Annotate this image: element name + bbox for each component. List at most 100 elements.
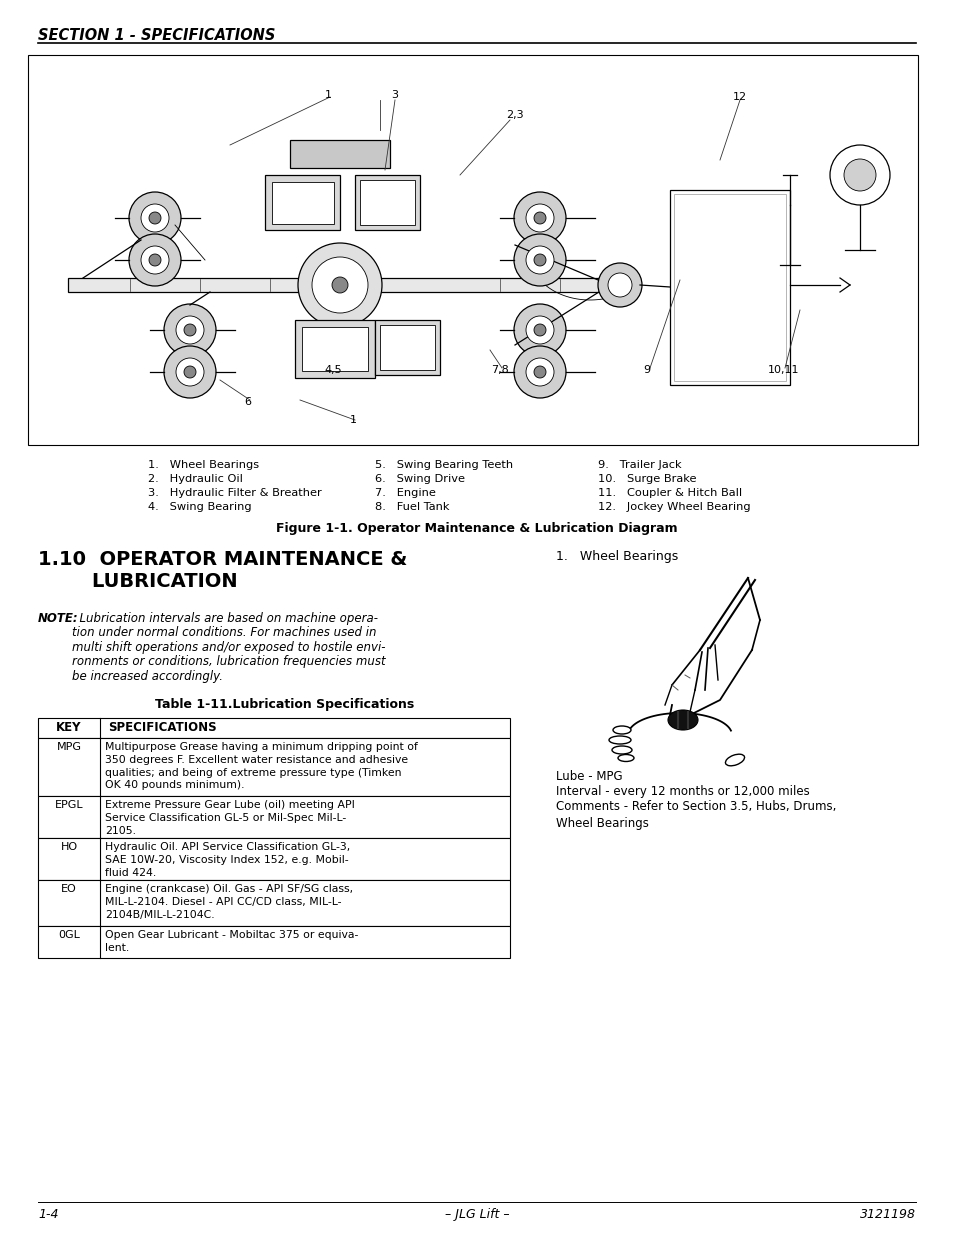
Text: MPG: MPG xyxy=(56,742,81,752)
Text: 12.   Jockey Wheel Bearing: 12. Jockey Wheel Bearing xyxy=(598,501,750,513)
Circle shape xyxy=(525,316,554,345)
Bar xyxy=(375,320,439,375)
Text: EPGL: EPGL xyxy=(54,800,83,810)
Text: Comments - Refer to Section 3.5, Hubs, Drums,
Wheel Bearings: Comments - Refer to Section 3.5, Hubs, D… xyxy=(556,800,836,830)
Text: 2,3: 2,3 xyxy=(506,110,523,120)
Text: 3121198: 3121198 xyxy=(859,1208,915,1221)
Bar xyxy=(379,325,435,370)
Text: be increased accordingly.: be increased accordingly. xyxy=(71,671,223,683)
Text: 1.   Wheel Bearings: 1. Wheel Bearings xyxy=(556,550,678,563)
Circle shape xyxy=(525,204,554,232)
Text: Hydraulic Oil. API Service Classification GL-3,
SAE 10W-20, Viscosity Index 152,: Hydraulic Oil. API Service Classificatio… xyxy=(105,842,350,878)
Bar xyxy=(290,140,390,168)
Text: 7.   Engine: 7. Engine xyxy=(375,488,436,498)
Circle shape xyxy=(525,246,554,274)
Circle shape xyxy=(843,159,875,191)
Text: 1-4: 1-4 xyxy=(38,1208,58,1221)
Circle shape xyxy=(598,263,641,308)
Text: Extreme Pressure Gear Lube (oil) meeting API
Service Classification GL-5 or Mil-: Extreme Pressure Gear Lube (oil) meeting… xyxy=(105,800,355,836)
Text: 3: 3 xyxy=(391,90,398,100)
Text: EO: EO xyxy=(61,884,77,894)
Bar xyxy=(68,278,619,291)
Circle shape xyxy=(525,358,554,387)
Text: NOTE:: NOTE: xyxy=(38,613,78,625)
Text: 8.   Fuel Tank: 8. Fuel Tank xyxy=(375,501,449,513)
Circle shape xyxy=(534,254,545,266)
Text: 10.   Surge Brake: 10. Surge Brake xyxy=(598,474,696,484)
Circle shape xyxy=(297,243,381,327)
Bar xyxy=(302,327,368,370)
Bar xyxy=(38,881,510,926)
Circle shape xyxy=(175,358,204,387)
Text: 5.   Swing Bearing Teeth: 5. Swing Bearing Teeth xyxy=(375,459,513,471)
Circle shape xyxy=(141,246,169,274)
Bar xyxy=(38,739,510,797)
Circle shape xyxy=(184,324,195,336)
Text: 1: 1 xyxy=(349,415,356,425)
Circle shape xyxy=(534,366,545,378)
Text: KEY: KEY xyxy=(56,721,82,734)
Text: SPECIFICATIONS: SPECIFICATIONS xyxy=(108,721,216,734)
Text: 11.   Coupler & Hitch Ball: 11. Coupler & Hitch Ball xyxy=(598,488,741,498)
Bar xyxy=(265,175,339,230)
Bar xyxy=(38,797,510,839)
Circle shape xyxy=(514,191,565,245)
Circle shape xyxy=(141,204,169,232)
Text: Figure 1-1. Operator Maintenance & Lubrication Diagram: Figure 1-1. Operator Maintenance & Lubri… xyxy=(276,522,677,535)
Bar xyxy=(38,718,510,739)
Text: 9.   Trailer Jack: 9. Trailer Jack xyxy=(598,459,680,471)
Circle shape xyxy=(514,304,565,356)
Ellipse shape xyxy=(612,746,631,755)
Circle shape xyxy=(129,191,181,245)
Text: ronments or conditions, lubrication frequencies must: ronments or conditions, lubrication freq… xyxy=(71,656,385,668)
Text: – JLG Lift –: – JLG Lift – xyxy=(444,1208,509,1221)
Text: Lubrication intervals are based on machine opera-: Lubrication intervals are based on machi… xyxy=(71,613,377,625)
Text: Open Gear Lubricant - Mobiltac 375 or equiva-
lent.: Open Gear Lubricant - Mobiltac 375 or eq… xyxy=(105,930,358,952)
Circle shape xyxy=(164,304,215,356)
Text: Table 1-11.Lubrication Specifications: Table 1-11.Lubrication Specifications xyxy=(154,698,414,711)
Circle shape xyxy=(332,277,348,293)
Circle shape xyxy=(829,144,889,205)
Bar xyxy=(359,180,415,225)
Bar xyxy=(669,190,789,385)
Circle shape xyxy=(149,254,161,266)
Circle shape xyxy=(514,346,565,398)
Ellipse shape xyxy=(613,726,630,734)
Circle shape xyxy=(534,324,545,336)
Text: LUBRICATION: LUBRICATION xyxy=(38,572,237,592)
Bar xyxy=(272,182,334,224)
Circle shape xyxy=(175,316,204,345)
Circle shape xyxy=(164,346,215,398)
Circle shape xyxy=(184,366,195,378)
Circle shape xyxy=(129,233,181,287)
Text: Multipurpose Grease having a minimum dripping point of
350 degrees F. Excellent : Multipurpose Grease having a minimum dri… xyxy=(105,742,417,790)
Text: 6: 6 xyxy=(244,396,252,408)
Text: Engine (crankcase) Oil. Gas - API SF/SG class,
MIL-L-2104. Diesel - API CC/CD cl: Engine (crankcase) Oil. Gas - API SF/SG … xyxy=(105,884,353,920)
Text: SECTION 1 - SPECIFICATIONS: SECTION 1 - SPECIFICATIONS xyxy=(38,28,275,43)
Text: 12: 12 xyxy=(732,91,746,103)
Circle shape xyxy=(312,257,368,312)
Ellipse shape xyxy=(667,710,698,730)
Text: multi shift operations and/or exposed to hostile envi-: multi shift operations and/or exposed to… xyxy=(71,641,385,655)
Text: 1.10  OPERATOR MAINTENANCE &: 1.10 OPERATOR MAINTENANCE & xyxy=(38,550,407,569)
Text: HO: HO xyxy=(60,842,77,852)
Ellipse shape xyxy=(724,755,743,766)
Bar xyxy=(294,320,375,378)
Circle shape xyxy=(534,212,545,224)
Ellipse shape xyxy=(608,736,630,743)
Bar xyxy=(28,56,917,445)
Text: 9: 9 xyxy=(642,366,650,375)
Text: 2.   Hydraulic Oil: 2. Hydraulic Oil xyxy=(148,474,243,484)
Text: 0GL: 0GL xyxy=(58,930,80,940)
Text: 10,11: 10,11 xyxy=(767,366,799,375)
Bar xyxy=(38,926,510,958)
Text: 3.   Hydraulic Filter & Breather: 3. Hydraulic Filter & Breather xyxy=(148,488,321,498)
Text: 4,5: 4,5 xyxy=(324,366,341,375)
Text: Lube - MPG: Lube - MPG xyxy=(556,769,622,783)
Text: 1: 1 xyxy=(324,90,331,100)
Circle shape xyxy=(149,212,161,224)
Bar xyxy=(673,194,785,382)
Text: Interval - every 12 months or 12,000 miles: Interval - every 12 months or 12,000 mil… xyxy=(556,785,809,798)
Circle shape xyxy=(607,273,631,296)
Circle shape xyxy=(514,233,565,287)
